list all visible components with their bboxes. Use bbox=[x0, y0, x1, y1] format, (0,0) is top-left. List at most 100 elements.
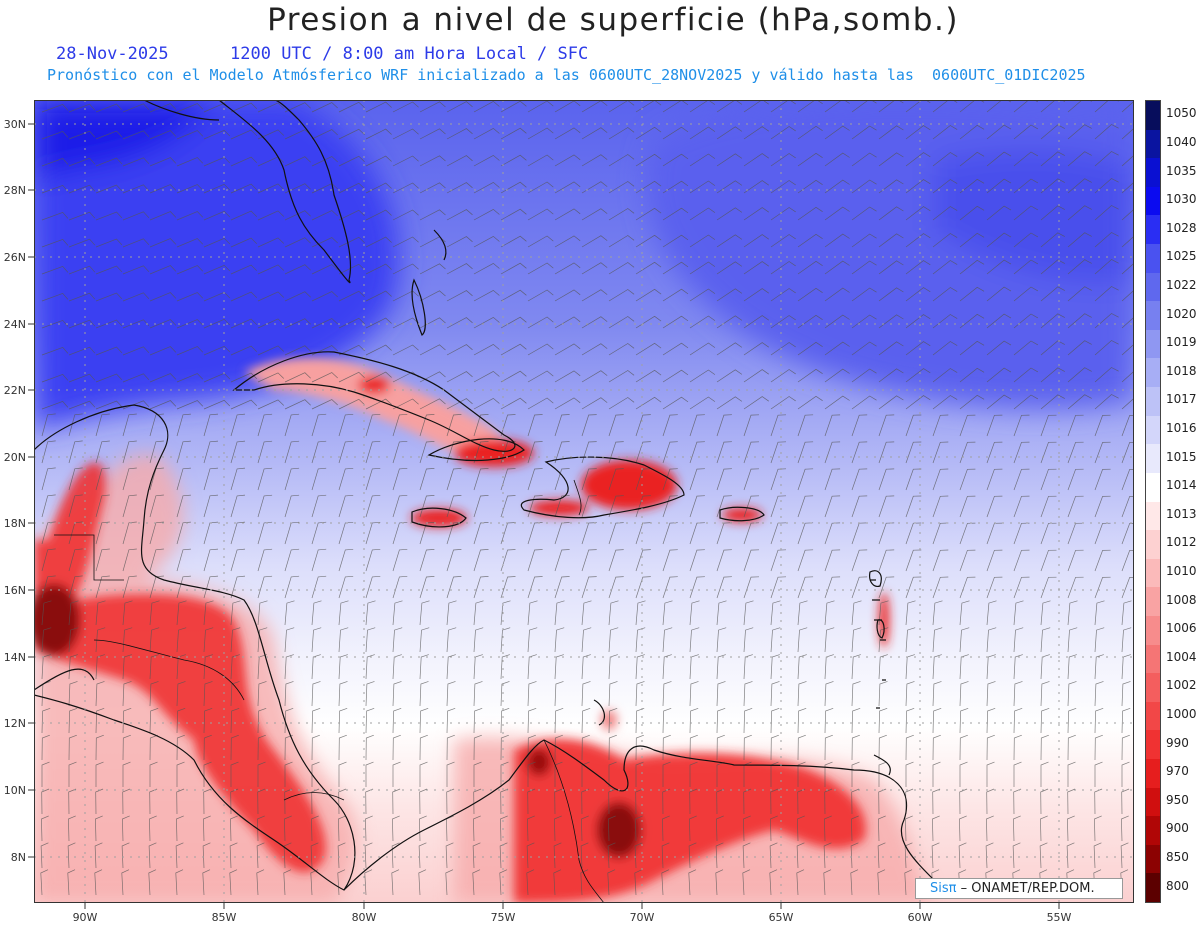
wind-barb bbox=[716, 396, 743, 410]
wind-barb bbox=[878, 576, 895, 599]
wind-barb bbox=[527, 208, 554, 221]
wind-barb bbox=[1040, 286, 1065, 302]
wind-barb bbox=[1013, 627, 1024, 653]
wind-barb bbox=[1040, 340, 1065, 356]
wind-barb bbox=[905, 522, 922, 545]
wind-barb bbox=[932, 395, 958, 410]
wind-barb bbox=[1040, 576, 1057, 599]
wind-barb bbox=[554, 815, 562, 842]
wind-barb bbox=[365, 155, 392, 167]
wind-barb bbox=[419, 468, 435, 491]
wind-barb bbox=[284, 548, 300, 572]
wind-barb bbox=[770, 707, 780, 734]
wind-barb bbox=[149, 815, 157, 842]
wind-barb bbox=[932, 233, 958, 248]
wind-barb bbox=[743, 734, 752, 761]
wind-barb bbox=[1040, 394, 1065, 410]
wind-barb bbox=[1040, 815, 1048, 842]
wind-barb bbox=[311, 210, 338, 221]
wind-barb bbox=[283, 842, 292, 869]
wind-barb bbox=[635, 369, 662, 383]
wind-barb bbox=[770, 369, 796, 383]
wind-barb bbox=[608, 495, 624, 518]
wind-barb bbox=[95, 548, 110, 572]
wind-barb bbox=[797, 395, 823, 410]
wind-barb bbox=[824, 314, 850, 329]
wind-barb bbox=[95, 467, 110, 491]
wind-barb bbox=[1067, 367, 1092, 383]
wind-barb bbox=[905, 100, 931, 113]
wind-barb bbox=[68, 319, 96, 329]
wind-barb bbox=[824, 125, 850, 140]
wind-barb bbox=[68, 238, 96, 248]
wind-barb bbox=[878, 441, 895, 464]
wind-barb bbox=[122, 413, 137, 437]
wind-barb bbox=[770, 126, 796, 140]
colorbar-cell bbox=[1146, 358, 1160, 388]
wind-barb bbox=[527, 600, 538, 626]
wind-barb bbox=[95, 707, 105, 734]
wind-barb bbox=[1040, 232, 1065, 248]
wind-barb bbox=[283, 869, 292, 896]
wind-barb bbox=[500, 627, 511, 653]
wind-barb bbox=[878, 761, 887, 787]
colorbar-cell bbox=[1146, 387, 1160, 417]
wind-barb bbox=[257, 345, 285, 356]
colorbar-label: 1025 bbox=[1166, 249, 1197, 264]
wind-barb bbox=[122, 346, 150, 356]
wind-barb bbox=[851, 468, 868, 491]
wind-barb bbox=[878, 125, 904, 140]
wind-barb bbox=[986, 178, 1012, 194]
wind-barb bbox=[446, 209, 473, 221]
wind-barb bbox=[527, 397, 554, 410]
wind-barb bbox=[878, 627, 889, 653]
wind-barb bbox=[500, 154, 527, 167]
wind-barb bbox=[338, 707, 348, 734]
colorbar-label: 850 bbox=[1166, 850, 1189, 865]
wind-barb bbox=[770, 468, 787, 491]
wind-barb bbox=[203, 399, 231, 410]
wind-barb bbox=[311, 654, 321, 680]
florida-coast bbox=[218, 100, 352, 284]
wind-barb bbox=[1013, 681, 1023, 707]
wind-barb bbox=[1067, 707, 1077, 734]
wind-barb bbox=[1013, 259, 1039, 275]
wind-barb bbox=[959, 286, 985, 302]
wind-barb bbox=[230, 318, 258, 329]
wind-barb bbox=[526, 842, 535, 869]
wind-barb bbox=[122, 211, 150, 221]
wind-barb bbox=[365, 371, 392, 383]
wind-barb bbox=[1121, 522, 1134, 545]
wind-barb bbox=[284, 129, 311, 140]
wind-barb bbox=[824, 707, 834, 734]
wind-barb bbox=[473, 495, 489, 518]
wind-barb bbox=[797, 495, 814, 518]
wind-barb bbox=[257, 707, 267, 734]
wind-barb bbox=[662, 315, 689, 329]
wind-barb bbox=[959, 654, 969, 680]
wind-barb bbox=[1067, 414, 1084, 437]
wind-barb bbox=[716, 180, 743, 194]
wind-barb bbox=[311, 372, 338, 383]
wind-barb bbox=[473, 522, 489, 545]
wind-barb bbox=[716, 815, 724, 842]
wind-barb bbox=[67, 869, 76, 896]
wind-barb bbox=[581, 316, 608, 329]
wind-barb bbox=[986, 600, 997, 626]
wind-barb bbox=[851, 368, 877, 383]
wind-barb bbox=[257, 129, 285, 140]
wind-barb bbox=[851, 441, 868, 464]
wind-barb bbox=[608, 761, 617, 787]
wind-barb bbox=[1067, 340, 1092, 356]
wind-barb bbox=[823, 842, 832, 869]
wind-barb bbox=[581, 235, 608, 248]
wind-barb bbox=[986, 151, 1012, 167]
wind-barb bbox=[635, 234, 662, 248]
wind-barb bbox=[554, 549, 570, 572]
wind-barb bbox=[1121, 316, 1134, 329]
wind-barb bbox=[419, 209, 446, 221]
wind-barb bbox=[635, 788, 644, 815]
wind-barb bbox=[446, 317, 473, 329]
wind-barb bbox=[878, 287, 904, 302]
wind-barb bbox=[1067, 495, 1084, 518]
